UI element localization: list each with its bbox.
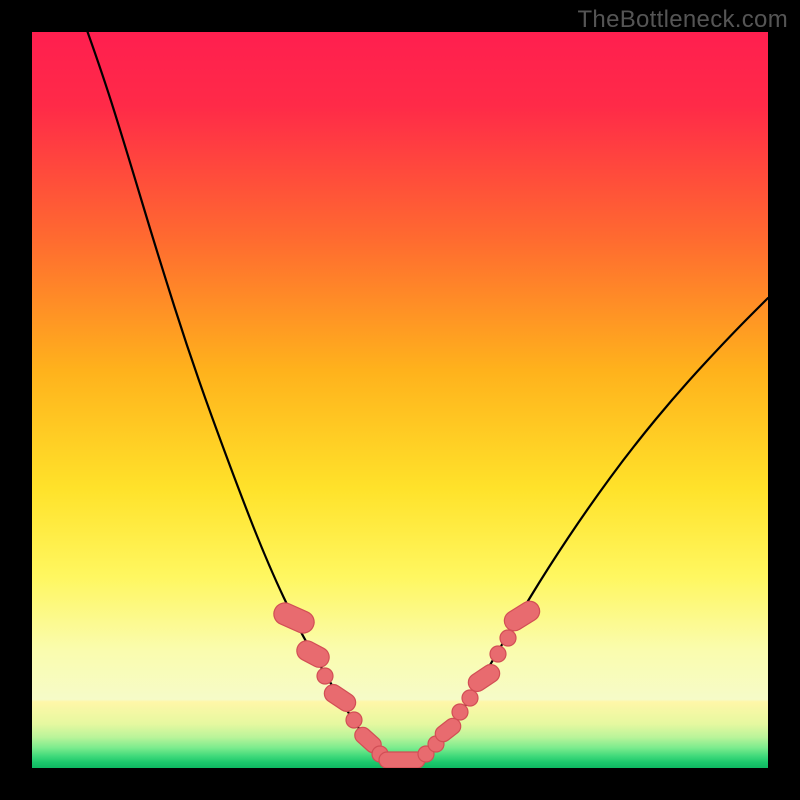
marker-pill: [270, 599, 317, 636]
marker-pill: [501, 597, 544, 634]
chart-overlay: [32, 32, 768, 768]
watermark-text: TheBottleneck.com: [577, 6, 788, 34]
marker-dot: [346, 712, 362, 728]
curve-markers: [270, 597, 543, 768]
marker-dot: [490, 646, 506, 662]
bottleneck-curve: [84, 32, 768, 761]
marker-pill: [293, 637, 332, 671]
marker-pill: [321, 681, 359, 715]
marker-dot: [500, 630, 516, 646]
marker-dot: [317, 668, 333, 684]
marker-dot: [452, 704, 468, 720]
marker-dot: [462, 690, 478, 706]
plot-area: [32, 32, 768, 768]
